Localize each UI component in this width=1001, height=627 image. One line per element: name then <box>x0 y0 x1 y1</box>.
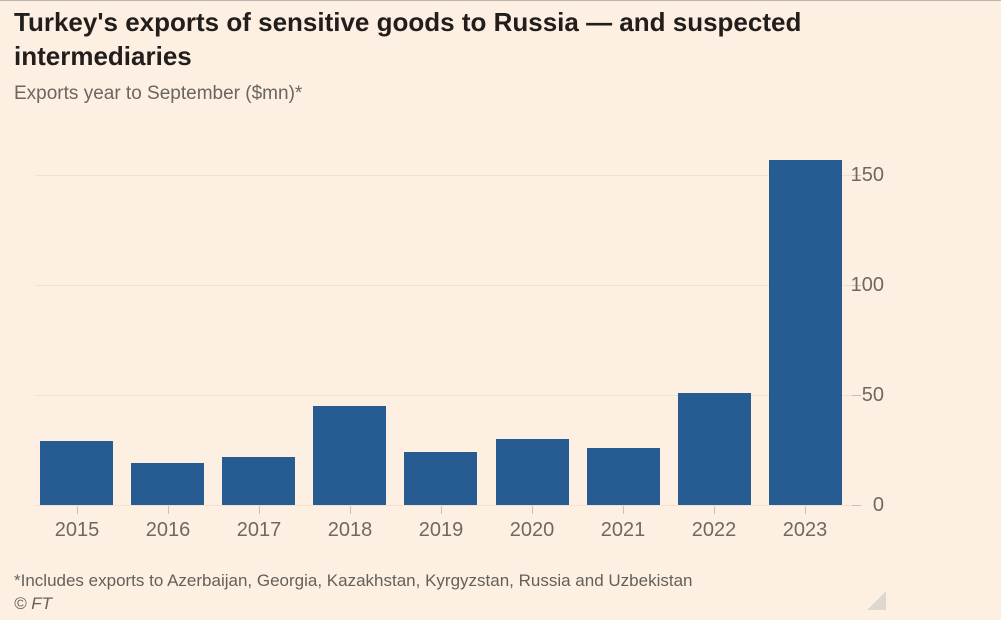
x-axis-tick <box>532 506 533 514</box>
gridline <box>35 285 852 286</box>
resize-handle-icon[interactable] <box>867 591 886 610</box>
x-axis-tick-label: 2016 <box>145 519 191 541</box>
bar-2023 <box>769 160 842 505</box>
x-axis-tick <box>623 506 624 514</box>
footnote: *Includes exports to Azerbaijan, Georgia… <box>14 571 693 590</box>
x-axis-tick-label: 2021 <box>600 519 646 541</box>
x-axis-tick-label: 2018 <box>327 519 373 541</box>
x-axis-tick-label: 2022 <box>691 519 737 541</box>
x-axis-tick <box>805 506 806 514</box>
x-axis-tick-label: 2023 <box>782 519 828 541</box>
y-axis-tick <box>852 175 861 176</box>
bar-2022 <box>678 393 751 505</box>
y-axis-tick-label: 100 <box>850 274 884 296</box>
chart-subtitle: Exports year to September ($mn)* <box>14 83 303 104</box>
y-axis-tick-label: 150 <box>850 164 884 186</box>
y-axis-tick <box>852 285 861 286</box>
x-axis-tick-label: 2017 <box>236 519 282 541</box>
x-axis-tick-label: 2015 <box>54 519 100 541</box>
bar-2017 <box>222 457 295 505</box>
bar-2020 <box>496 439 569 505</box>
bar-2016 <box>131 463 204 505</box>
x-axis-tick <box>168 506 169 514</box>
y-axis-tick <box>852 395 861 396</box>
bar-2021 <box>587 448 660 505</box>
y-axis-tick-label: 50 <box>861 384 884 406</box>
y-axis-tick <box>852 505 861 506</box>
x-axis-tick <box>77 506 78 514</box>
bar-2015 <box>40 441 113 505</box>
gridline <box>35 395 852 396</box>
chart-title: Turkey's exports of sensitive goods to R… <box>14 7 802 71</box>
x-axis-tick <box>259 506 260 514</box>
bar-2018 <box>313 406 386 505</box>
x-axis-tick <box>441 506 442 514</box>
source-credit: © FT <box>14 594 53 613</box>
bar-2019 <box>404 452 477 505</box>
y-axis-tick-label: 0 <box>872 494 884 516</box>
gridline <box>35 505 852 506</box>
gridline <box>35 175 852 176</box>
x-axis-tick-label: 2020 <box>509 519 555 541</box>
x-axis-tick <box>350 506 351 514</box>
x-axis-tick-label: 2019 <box>418 519 464 541</box>
x-axis-tick <box>714 506 715 514</box>
